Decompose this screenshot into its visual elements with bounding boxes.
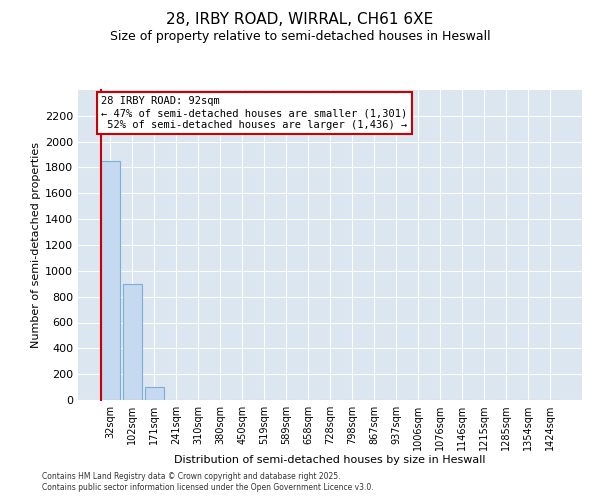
Text: Size of property relative to semi-detached houses in Heswall: Size of property relative to semi-detach… [110, 30, 490, 43]
Text: 28, IRBY ROAD, WIRRAL, CH61 6XE: 28, IRBY ROAD, WIRRAL, CH61 6XE [166, 12, 434, 28]
Bar [145, 387, 164, 400]
Bar [101, 161, 119, 400]
Text: 28 IRBY ROAD: 92sqm
← 47% of semi-detached houses are smaller (1,301)
 52% of se: 28 IRBY ROAD: 92sqm ← 47% of semi-detach… [101, 96, 408, 130]
Text: Contains HM Land Registry data © Crown copyright and database right 2025.: Contains HM Land Registry data © Crown c… [42, 472, 341, 481]
Text: Contains public sector information licensed under the Open Government Licence v3: Contains public sector information licen… [42, 484, 374, 492]
Bar [123, 284, 142, 400]
X-axis label: Distribution of semi-detached houses by size in Heswall: Distribution of semi-detached houses by … [174, 454, 486, 464]
Y-axis label: Number of semi-detached properties: Number of semi-detached properties [31, 142, 41, 348]
